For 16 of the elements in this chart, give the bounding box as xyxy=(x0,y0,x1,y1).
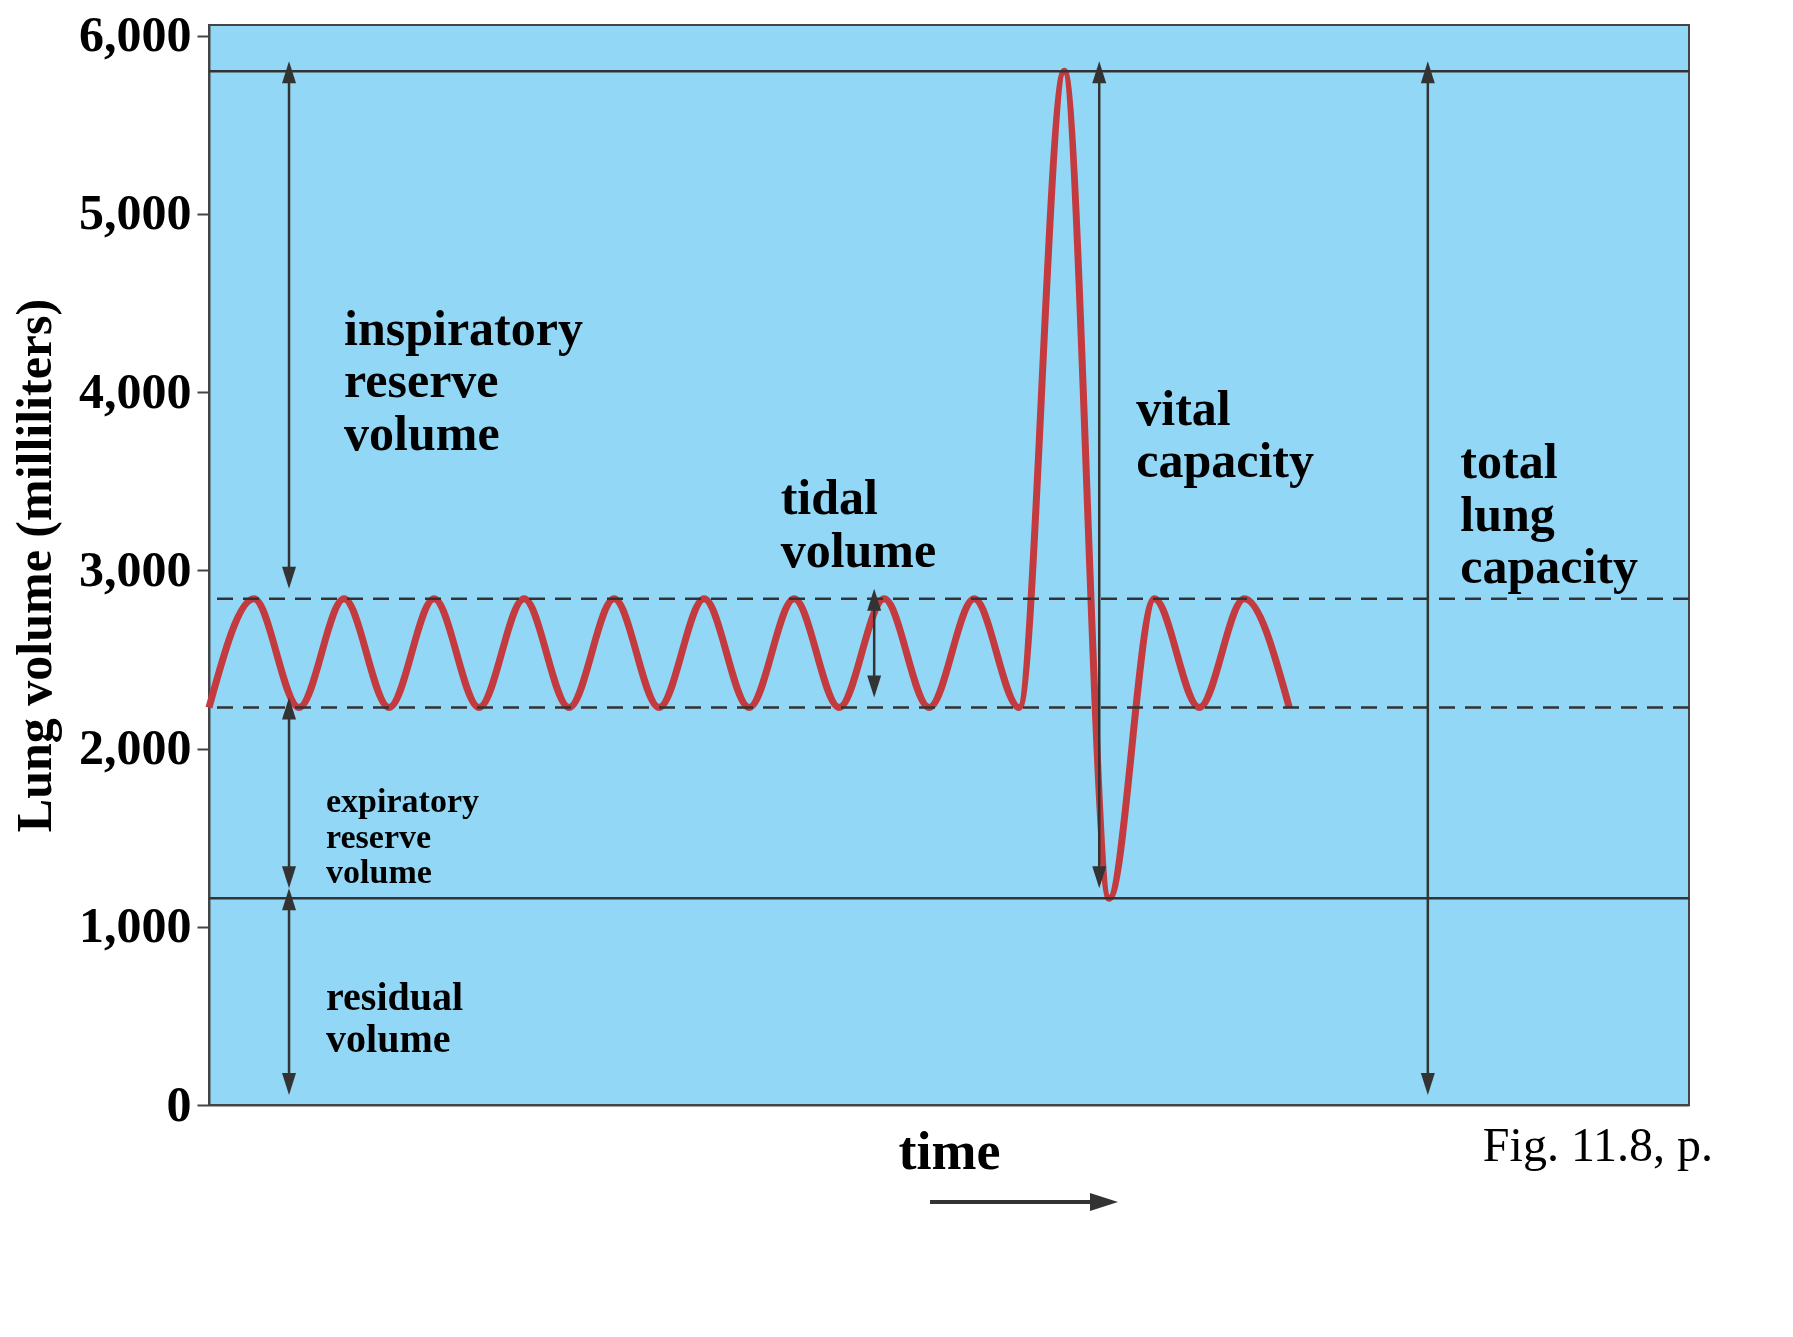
annotation: residual volume xyxy=(326,974,464,1062)
y-tick-label: 3,000 xyxy=(79,540,192,597)
y-tick-label: 5,000 xyxy=(79,184,192,241)
y-tick-label: 6,000 xyxy=(79,6,192,63)
y-tick-label: 2,000 xyxy=(79,719,192,776)
y-tick-label: 4,000 xyxy=(79,362,192,419)
y-tick-label: 1,000 xyxy=(79,897,192,954)
annotation: vital capacity xyxy=(1136,379,1314,489)
x-axis-title: time xyxy=(898,1120,1001,1181)
y-tick-label: 0 xyxy=(166,1075,192,1132)
y-axis-title: Lung volume (milliliters) xyxy=(6,298,62,833)
caption: Fig. 11.8, p. xyxy=(1482,1118,1714,1171)
annotation: expiratory reserve volume xyxy=(326,782,479,891)
annotation: inspiratory reserve volume xyxy=(344,299,583,461)
annotation: tidal volume xyxy=(780,469,937,578)
text: total lung capacity xyxy=(1460,433,1639,595)
